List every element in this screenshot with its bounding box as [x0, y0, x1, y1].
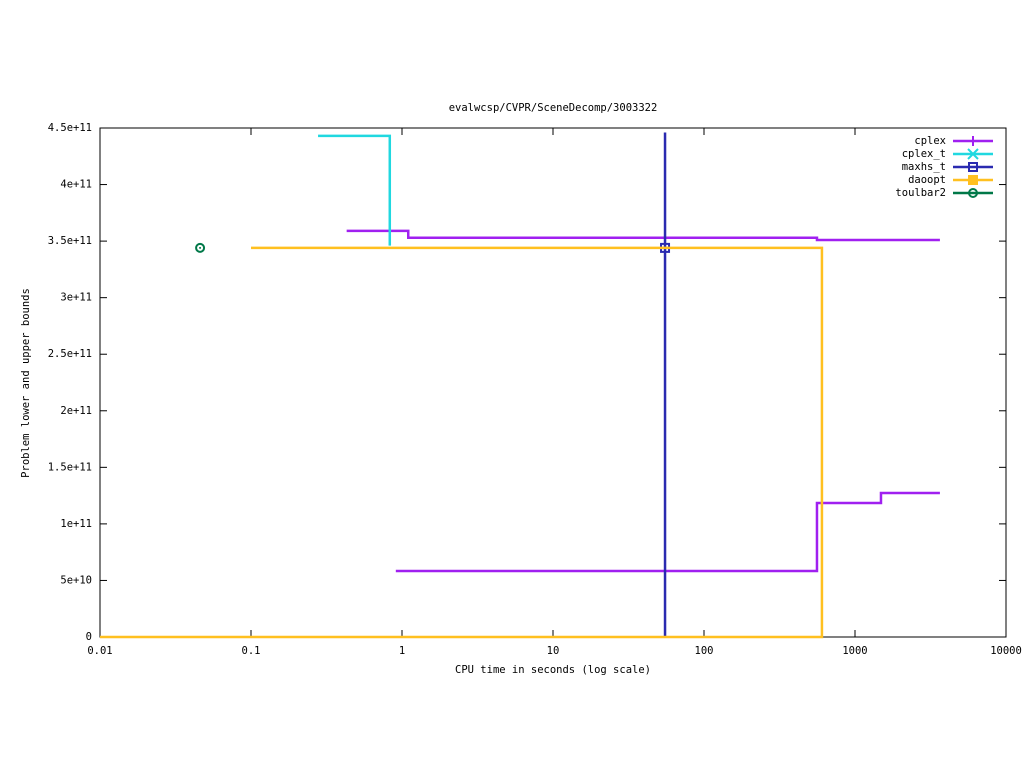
y-tick-label: 4e+11	[60, 179, 92, 191]
marker	[195, 242, 206, 253]
chart-title: evalwcsp/CVPR/SceneDecomp/3003322	[449, 102, 658, 114]
y-tick-label: 0	[86, 631, 92, 643]
x-tick-label: 100	[695, 645, 714, 657]
y-axis-label: Problem lower and upper bounds	[20, 288, 32, 478]
x-tick-label: 1	[399, 645, 405, 657]
legend-label: maxhs_t	[902, 161, 946, 173]
y-tick-label: 1.5e+11	[48, 461, 92, 473]
y-tick-label: 5e+10	[60, 574, 92, 586]
marker	[968, 162, 978, 172]
y-tick-label: 3e+11	[60, 292, 92, 304]
marker	[968, 188, 978, 198]
series-line	[346, 229, 940, 573]
legend-label: cplex	[914, 135, 946, 147]
marker-dot	[199, 246, 202, 249]
x-axis-label: CPU time in seconds (log scale)	[455, 664, 651, 676]
y-tick-label: 4.5e+11	[48, 122, 92, 134]
legend-label: daoopt	[908, 174, 946, 186]
legend-label: cplex_t	[902, 148, 946, 160]
x-tick-label: 1000	[842, 645, 867, 657]
x-tick-label: 10	[547, 645, 560, 657]
y-tick-label: 2.5e+11	[48, 348, 92, 360]
x-tick-label: 10000	[990, 645, 1022, 657]
marker-dot	[972, 192, 974, 194]
x-tick-label: 0.1	[242, 645, 261, 657]
y-tick-label: 2e+11	[60, 405, 92, 417]
x-tick-label: 0.01	[87, 645, 112, 657]
y-tick-label: 1e+11	[60, 518, 92, 530]
marker	[967, 148, 979, 160]
y-tick-label: 3.5e+11	[48, 235, 92, 247]
series-line	[318, 134, 392, 246]
marker	[968, 175, 978, 185]
series-line	[100, 246, 824, 639]
legend-label: toulbar2	[895, 187, 946, 199]
marker	[968, 136, 978, 146]
